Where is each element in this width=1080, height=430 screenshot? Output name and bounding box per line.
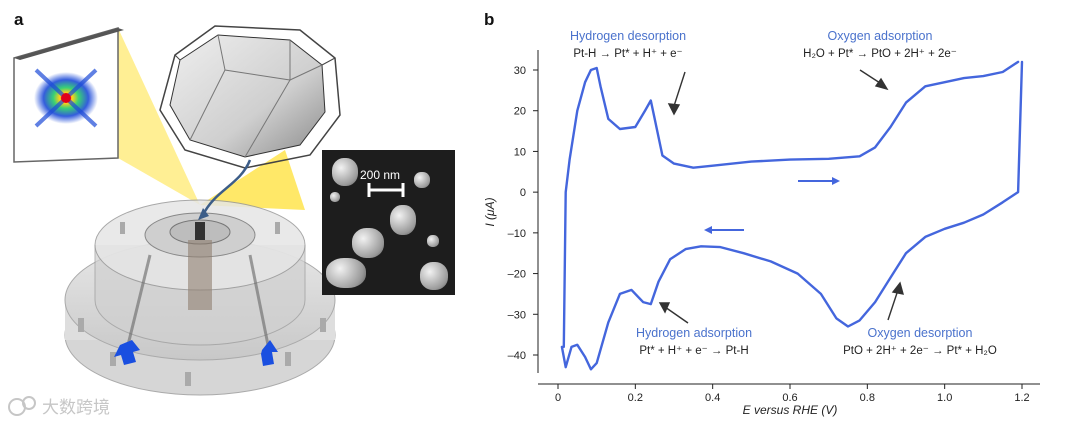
oxygen-desorption-title: Oxygen desorption [868, 326, 973, 340]
chart-axes [537, 50, 1040, 385]
watermark-logo-icon [8, 395, 36, 416]
watermark-text: 大数跨境 [42, 398, 110, 417]
sem-image: 200 nm [322, 150, 455, 295]
x-tick-label: 0.2 [628, 392, 643, 404]
x-tick-label: 1.0 [937, 392, 952, 404]
y-tick-label: –20 [508, 269, 526, 281]
hydrogen-adsorption-title: Hydrogen adsorption [636, 326, 752, 340]
hydrogen-adsorption-equation: Pt* + H⁺ + e⁻ → Pt-H [639, 345, 748, 357]
crystal-pointer [201, 159, 252, 216]
hydrogen-desorption-title: Hydrogen desorption [570, 29, 686, 43]
outlet-arrow [261, 340, 278, 366]
scale-bar-label: 200 nm [360, 168, 401, 182]
scale-bar [367, 183, 405, 197]
hydrogen-desorption-equation: Pt-H → Pt* + H⁺ + e⁻ [573, 48, 682, 60]
xray-beam-scattered [118, 28, 200, 205]
panel-label-b: b [484, 10, 495, 29]
series-line-cathodic [560, 60, 1024, 371]
y-tick-label: 10 [514, 146, 526, 158]
y-tick-label: 30 [514, 65, 526, 77]
xray-beam-incident [200, 150, 305, 210]
y-axis-label: I (μA) [483, 197, 497, 226]
cyclic-voltammogram: 0 0.2 0.4 0.6 0.8 1.0 1.2 3020100–10–20–30–40 … [483, 29, 1040, 417]
watermark: 大数跨境 [8, 393, 110, 418]
y-tick-label: 20 [514, 106, 526, 118]
oxygen-adsorption-equation: H₂O + Pt* → PtO + 2H⁺ + 2e⁻ [803, 48, 957, 60]
x-tick-label: 1.2 [1014, 392, 1029, 404]
y-tick-label: –10 [508, 228, 526, 240]
y-tick-label: –40 [508, 350, 526, 362]
oxygen-desorption-equation: PtO + 2H⁺ + 2e⁻ → Pt* + H₂O [843, 345, 997, 357]
diffraction-detector [13, 27, 124, 163]
cathodic-scan-arrow [704, 226, 744, 234]
oxygen-adsorption-title: Oxygen adsorption [828, 29, 933, 43]
x-tick-label: 0.4 [705, 392, 720, 404]
oxygen-desorption-pointer [887, 289, 899, 321]
hydrogen-adsorption-pointer [664, 306, 689, 324]
experimental-setup-illustration [13, 25, 341, 396]
nanocrystal-model [159, 25, 341, 169]
hydrogen-desorption-pointer [673, 71, 686, 107]
panel-label-a: a [14, 10, 24, 29]
y-tick-label: –30 [508, 309, 526, 321]
panel-a-illustration: a [0, 0, 470, 425]
y-tick-label: 0 [520, 187, 526, 199]
series-line-anodic [562, 60, 1020, 349]
x-tick-label: 0.8 [860, 392, 875, 404]
x-tick-label: 0 [555, 392, 561, 404]
x-tick-label: 0.6 [782, 392, 797, 404]
oxygen-adsorption-pointer [859, 69, 881, 84]
x-axis-label: E versus RHE (V) [743, 403, 838, 417]
electrochemical-cell [64, 199, 336, 396]
inlet-arrow [114, 340, 140, 365]
anodic-scan-arrow [798, 177, 840, 185]
panel-b-chart: b 0 0.2 0.4 0.6 0.8 1.0 1.2 30 20 10 0 –10 –20 –30 –4… [480, 0, 1080, 425]
